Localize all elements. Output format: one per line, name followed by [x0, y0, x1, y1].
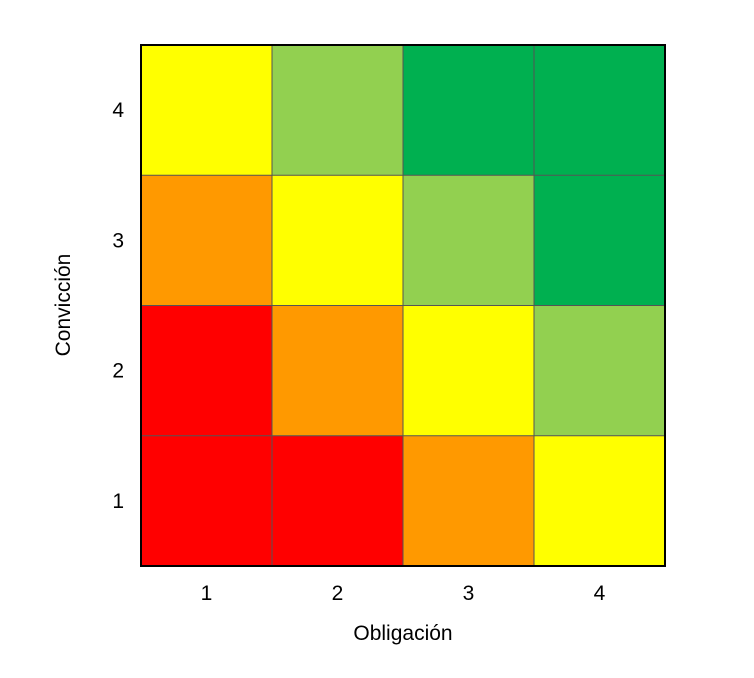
heatmap-cell-x1-y1 [141, 435, 272, 566]
y-tick-label: 1 [112, 490, 124, 513]
heatmap-cell-x3-y3 [403, 175, 534, 306]
heatmap-cell-x2-y2 [272, 305, 403, 436]
grid-layer [141, 45, 665, 566]
heatmap-cell-x3-y1 [403, 435, 534, 566]
heatmap-cell-x1-y3 [141, 175, 272, 306]
heatmap-cell-x2-y3 [272, 175, 403, 306]
heatmap-cell-x2-y1 [272, 435, 403, 566]
plot-frame [140, 44, 666, 567]
x-tick-label: 2 [332, 582, 344, 605]
y-tick-label: 4 [112, 99, 124, 122]
heatmap-cell-x4-y2 [534, 305, 665, 436]
heatmap-cell-x4-y3 [534, 175, 665, 306]
heatmap-cell-x2-y4 [272, 45, 403, 176]
cells-layer [141, 45, 665, 566]
heatmap-cell-x4-y1 [534, 435, 665, 566]
x-tick-label: 3 [463, 582, 475, 605]
heatmap-cell-x4-y4 [534, 45, 665, 176]
y-tick-label: 2 [112, 360, 124, 383]
y-tick-label: 3 [112, 229, 124, 252]
x-tick-label: 1 [201, 582, 213, 605]
heatmap-cell-x3-y4 [403, 45, 534, 176]
x-ticks-layer: 1 2 3 4 [201, 582, 606, 605]
x-axis-label: Obligación [353, 622, 452, 645]
y-axis-label: Convicción [52, 254, 75, 357]
heatmap-cell-x1-y2 [141, 305, 272, 436]
x-tick-label: 4 [594, 582, 606, 605]
y-ticks-layer: 1 2 3 4 [112, 99, 124, 513]
heatmap-cell-x3-y2 [403, 305, 534, 436]
heatmap-cell-x1-y4 [141, 45, 272, 176]
